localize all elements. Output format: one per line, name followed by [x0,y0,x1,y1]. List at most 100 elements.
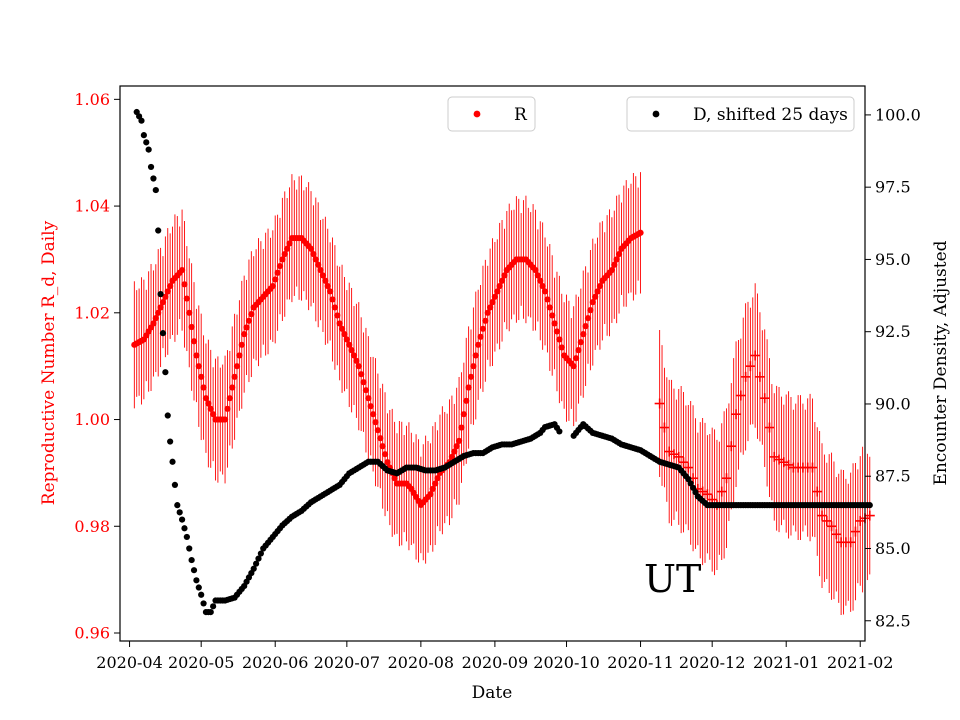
r-point [479,325,487,332]
d-point [188,556,195,564]
d-point [162,369,169,376]
r-point [451,448,458,455]
r-point [350,352,358,359]
r-point [362,387,370,394]
r-point [494,288,501,295]
r-point [167,283,174,290]
r-point [229,384,236,391]
r-point [434,475,441,482]
r-point [475,341,482,348]
legend-d-box [626,96,855,132]
legend-r-marker [473,110,481,118]
d-point [167,438,174,445]
y-right-tick-label: 82.5 [875,611,911,630]
r-point [324,283,331,290]
d-point [145,146,152,153]
x-tick-label: 2021-01 [753,653,819,672]
y-axis-left: 0.96 0.98 1.00 1.02 1.04 1.06 [74,90,120,642]
r-point [210,411,217,418]
r-point [281,251,288,258]
d-point [152,186,159,194]
r-point [310,251,317,258]
r-point [384,459,391,466]
r-point [589,299,596,306]
r-point [329,296,336,303]
y-left-tick-label: 1.06 [74,90,110,109]
r-point [372,419,379,426]
r-point [317,267,324,274]
r-point [491,293,498,300]
r-point [448,453,456,460]
legend-d: D, shifted 25 days [626,96,855,132]
r-point [370,411,377,418]
r-point [463,397,470,404]
d-point [140,132,147,139]
x-tick-label: 2020-09 [462,653,528,672]
r-point [346,341,353,348]
y-right-tick-label: 87.5 [875,467,911,486]
d-point [147,163,155,171]
legend-r-label: R [514,105,528,125]
y-left-tick-label: 0.98 [74,517,110,536]
r-point [200,384,207,391]
r-point [178,267,186,274]
x-tick-label: 2020-11 [607,653,673,672]
d-point [253,560,260,567]
r-point [348,347,355,354]
r-point [587,307,594,314]
d-point [250,565,257,572]
r-point [248,311,255,318]
r-point [327,288,334,295]
x-tick-label: 2020-12 [679,653,745,672]
r-point [188,323,195,331]
r-point [360,379,367,386]
d-point [257,550,264,557]
d-point [176,509,183,516]
r-point [544,296,551,303]
r-point [575,347,582,354]
r-point [501,272,508,279]
r-point [608,267,615,274]
y-left-tick-label: 1.00 [74,410,110,429]
r-point [470,363,477,370]
y-right-tick-label: 100.0 [875,105,921,124]
r-point [487,304,494,311]
x-tick-label: 2021-02 [827,653,893,672]
r-point [484,309,491,316]
r-point [458,424,465,431]
d-point [138,117,145,124]
r-point [157,304,164,311]
legend-r: R [447,96,536,132]
x-tick-label: 2020-06 [242,653,308,672]
d-point [159,330,167,337]
d-point [193,577,200,584]
r-point [322,277,329,284]
r-point [198,373,205,380]
r-point [489,299,496,306]
r-point [577,339,584,346]
r-point [312,256,319,263]
r-point [236,352,243,359]
legend-d-marker [652,110,660,118]
r-point [379,443,386,450]
r-point [338,325,346,332]
plot-frame [119,85,866,642]
d-point [207,608,214,616]
r-point [455,437,463,444]
r-point [582,323,589,330]
state-annotation: UT [644,557,701,601]
r-point [498,277,506,284]
y-left-tick-label: 1.04 [74,197,110,216]
d-point [178,516,186,523]
x-tick-label: 2020-04 [96,653,162,672]
r-point [181,281,188,288]
r-point [365,395,372,402]
r-point [584,315,592,322]
y-axis-right: 82.5 85.0 87.5 90.0 92.5 95.0 97.5 100.0 [865,105,921,630]
y-right-tick-label: 85.0 [875,539,911,558]
r-point [319,272,327,279]
d-point [556,428,563,435]
d-point [169,458,176,465]
r-point [539,283,546,290]
